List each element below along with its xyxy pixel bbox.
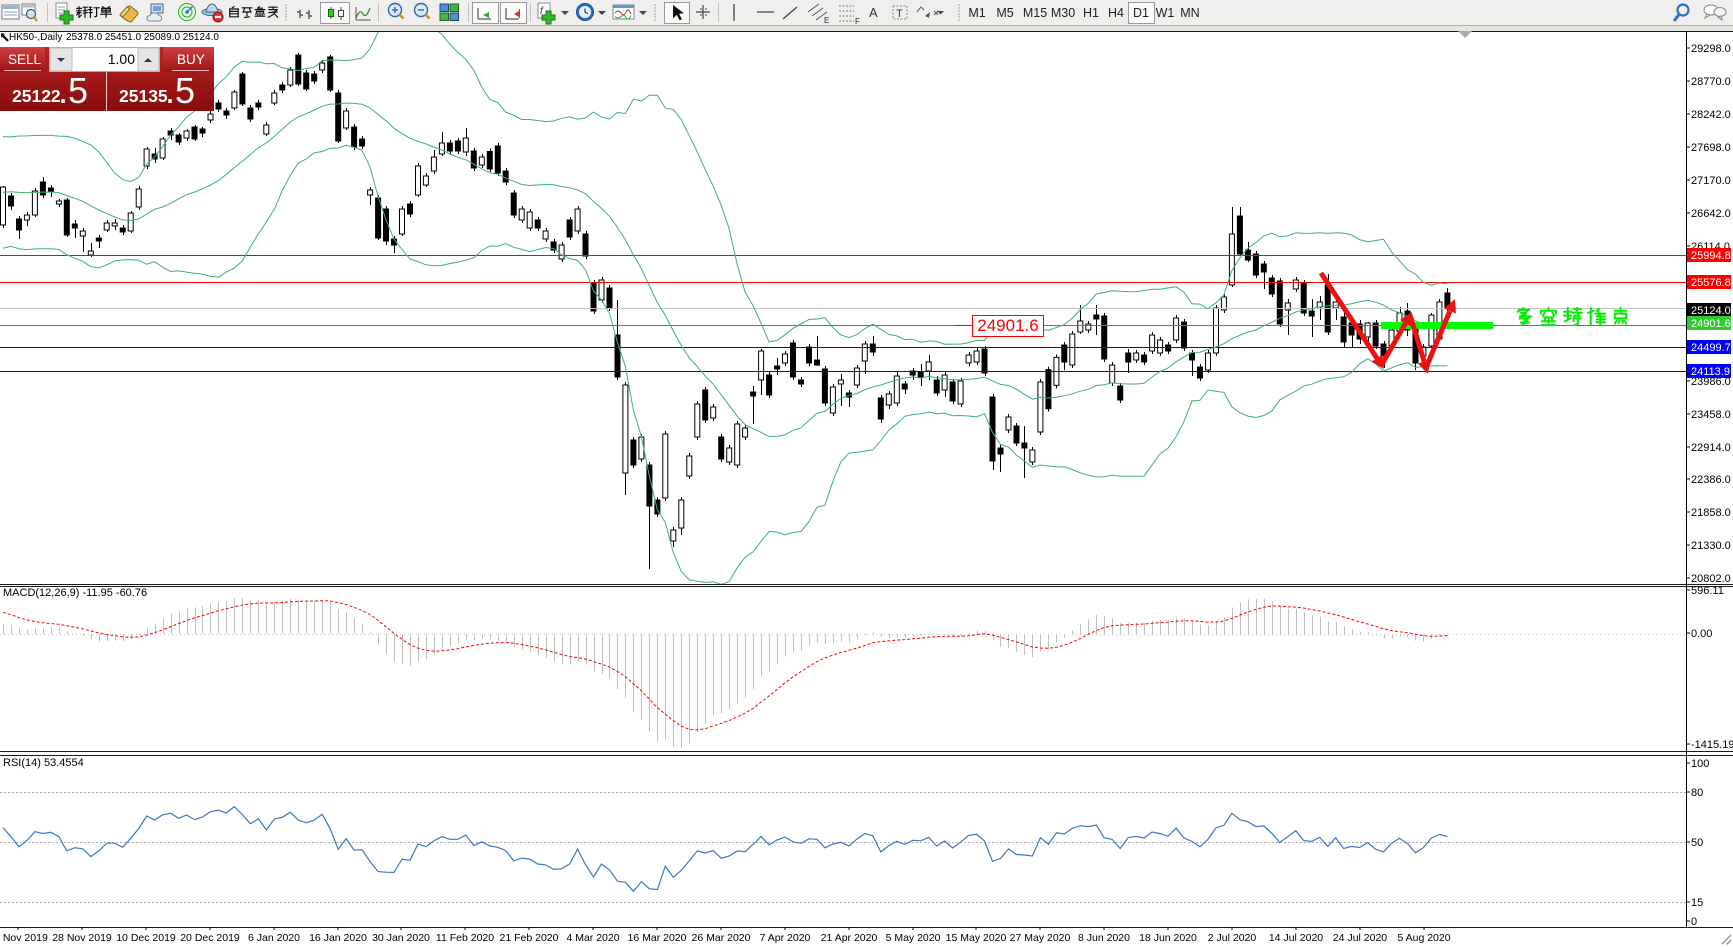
svg-text:6 Jan 2020: 6 Jan 2020 (248, 932, 300, 944)
svg-text:11 Feb 2020: 11 Feb 2020 (436, 932, 494, 944)
svg-text:21330.0: 21330.0 (1691, 540, 1731, 552)
svg-text:24113.9: 24113.9 (1691, 366, 1730, 378)
svg-text:E: E (824, 16, 829, 25)
svg-text:MACD(12,26,9) -11.95 -60.76: MACD(12,26,9) -11.95 -60.76 (3, 587, 147, 599)
svg-text:21858.0: 21858.0 (1691, 507, 1731, 519)
svg-text:24901.6: 24901.6 (977, 316, 1038, 335)
svg-text:27 May 2020: 27 May 2020 (1010, 932, 1071, 944)
svg-text:MN: MN (1180, 6, 1199, 20)
svg-text:4 Mar 2020: 4 Mar 2020 (566, 932, 619, 944)
svg-text:21 Apr 2020: 21 Apr 2020 (821, 932, 878, 944)
svg-text:23458.0: 23458.0 (1691, 409, 1731, 421)
svg-text:H1: H1 (1083, 6, 1099, 20)
svg-text:HK50-,Daily: HK50-,Daily (9, 32, 62, 43)
svg-text:5 Aug 2020: 5 Aug 2020 (1397, 932, 1450, 944)
svg-text:A: A (869, 5, 878, 20)
svg-text:0: 0 (1691, 916, 1697, 928)
svg-text:18 Nov 2019: 18 Nov 2019 (0, 932, 48, 944)
svg-text:20 Dec 2019: 20 Dec 2019 (180, 932, 240, 944)
svg-text:20802.0: 20802.0 (1691, 573, 1731, 585)
svg-text:16 Jan 2020: 16 Jan 2020 (309, 932, 367, 944)
svg-text:0.00: 0.00 (1691, 628, 1712, 640)
svg-text:BUY: BUY (177, 52, 205, 67)
svg-text:M5: M5 (996, 6, 1013, 20)
svg-text:50: 50 (1691, 837, 1703, 849)
svg-text:D1: D1 (1133, 6, 1149, 20)
svg-text:22914.0: 22914.0 (1691, 442, 1731, 454)
svg-text:18 Jun 2020: 18 Jun 2020 (1139, 932, 1197, 944)
svg-text:100: 100 (1691, 758, 1709, 770)
svg-text:5 May 2020: 5 May 2020 (886, 932, 941, 944)
svg-text:26642.0: 26642.0 (1691, 208, 1731, 220)
svg-text:25122: 25122 (12, 86, 61, 106)
svg-text:8 Jun 2020: 8 Jun 2020 (1078, 932, 1130, 944)
svg-text:596.11: 596.11 (1691, 585, 1724, 597)
svg-text:21 Feb 2020: 21 Feb 2020 (500, 932, 559, 944)
svg-text:f: f (540, 6, 544, 17)
svg-text:26 Mar 2020: 26 Mar 2020 (692, 932, 751, 944)
svg-text:23986.0: 23986.0 (1691, 376, 1731, 388)
svg-text:M30: M30 (1051, 6, 1075, 20)
svg-text:27170.0: 27170.0 (1691, 175, 1731, 187)
svg-text:30 Jan 2020: 30 Jan 2020 (372, 932, 430, 944)
svg-text:H4: H4 (1108, 6, 1124, 20)
svg-text:80: 80 (1691, 787, 1703, 799)
svg-text:24 Jul 2020: 24 Jul 2020 (1333, 932, 1387, 944)
svg-text:7 Apr 2020: 7 Apr 2020 (760, 932, 811, 944)
svg-text:M1: M1 (968, 6, 985, 20)
svg-text:14 Jul 2020: 14 Jul 2020 (1269, 932, 1323, 944)
svg-text:.5: .5 (165, 70, 195, 111)
svg-text:25378.0 25451.0 25089.0 25124.: 25378.0 25451.0 25089.0 25124.0 (66, 32, 219, 43)
svg-text:.5: .5 (58, 70, 88, 111)
svg-text:28242.0: 28242.0 (1691, 109, 1731, 121)
svg-text:25994.8: 25994.8 (1691, 250, 1731, 262)
svg-text:-1415.19: -1415.19 (1691, 739, 1733, 751)
svg-text:2 Jul 2020: 2 Jul 2020 (1208, 932, 1257, 944)
svg-text:22386.0: 22386.0 (1691, 474, 1731, 486)
svg-text:28 Nov 2019: 28 Nov 2019 (52, 932, 112, 944)
svg-text:W1: W1 (1156, 6, 1175, 20)
svg-text:1.00: 1.00 (108, 51, 135, 67)
svg-text:15: 15 (1691, 897, 1703, 909)
svg-text:24499.7: 24499.7 (1691, 342, 1731, 354)
svg-text:F: F (855, 17, 860, 26)
svg-text:16 Mar 2020: 16 Mar 2020 (628, 932, 687, 944)
svg-text:25576.8: 25576.8 (1691, 277, 1731, 289)
svg-text:29298.0: 29298.0 (1691, 43, 1731, 55)
svg-text:24901.6: 24901.6 (1691, 318, 1731, 330)
svg-text:10 Dec 2019: 10 Dec 2019 (116, 932, 176, 944)
svg-text:25124.0: 25124.0 (1691, 305, 1731, 317)
svg-text:25135: 25135 (119, 86, 168, 106)
svg-text:M15: M15 (1023, 6, 1047, 20)
svg-text:27698.0: 27698.0 (1691, 142, 1731, 154)
svg-text:RSI(14) 53.4554: RSI(14) 53.4554 (3, 757, 84, 769)
svg-text:T: T (896, 8, 903, 20)
svg-text:28770.0: 28770.0 (1691, 76, 1731, 88)
svg-text:15 May 2020: 15 May 2020 (946, 932, 1007, 944)
svg-text:SELL: SELL (8, 52, 42, 67)
